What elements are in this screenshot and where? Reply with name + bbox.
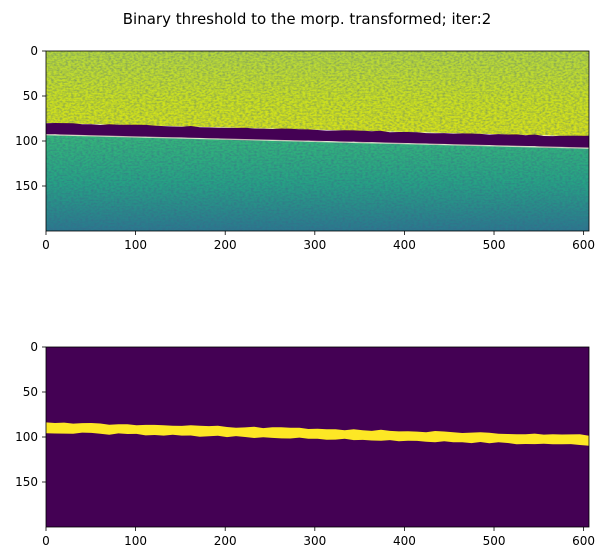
x-axis-ticks: 0 100 200 300 400 500 600 [42,527,595,548]
x-tick-label: 500 [483,238,506,252]
y-tick-label: 150 [15,475,38,489]
y-axis-ticks: 0 50 100 150 [15,44,46,193]
x-tick-label: 600 [572,534,595,548]
x-tick-label: 500 [483,534,506,548]
x-tick-label: 0 [42,238,50,252]
y-tick-label: 100 [15,134,38,148]
y-tick-label: 50 [23,385,38,399]
axes-binary-threshold: 0 100 200 300 400 500 600 0 50 100 150 [15,340,595,548]
x-tick-label: 0 [42,534,50,548]
upper-region-texture [46,51,589,137]
x-axis-ticks: 0 100 200 300 400 500 600 [42,231,595,252]
x-tick-label: 100 [124,534,147,548]
x-tick-label: 600 [572,238,595,252]
y-tick-label: 0 [30,340,38,354]
lower-region-texture [46,134,589,231]
x-tick-label: 200 [214,534,237,548]
heatmap-binary [46,347,589,527]
y-tick-label: 50 [23,89,38,103]
dark-band [46,123,589,149]
x-tick-label: 300 [303,238,326,252]
y-tick-label: 150 [15,179,38,193]
y-tick-label: 100 [15,430,38,444]
x-tick-label: 300 [303,534,326,548]
y-tick-label: 0 [30,44,38,58]
x-tick-label: 400 [393,534,416,548]
axes-transformed-image: 0 100 200 300 400 500 600 0 50 100 150 [15,44,595,252]
band-edge-highlight [46,134,589,149]
figure-title: Binary threshold to the morp. transforme… [123,10,492,28]
x-tick-label: 200 [214,238,237,252]
x-tick-label: 100 [124,238,147,252]
y-axis-ticks: 0 50 100 150 [15,340,46,489]
x-tick-label: 400 [393,238,416,252]
threshold-band [46,422,589,446]
heatmap-transformed [46,51,589,231]
